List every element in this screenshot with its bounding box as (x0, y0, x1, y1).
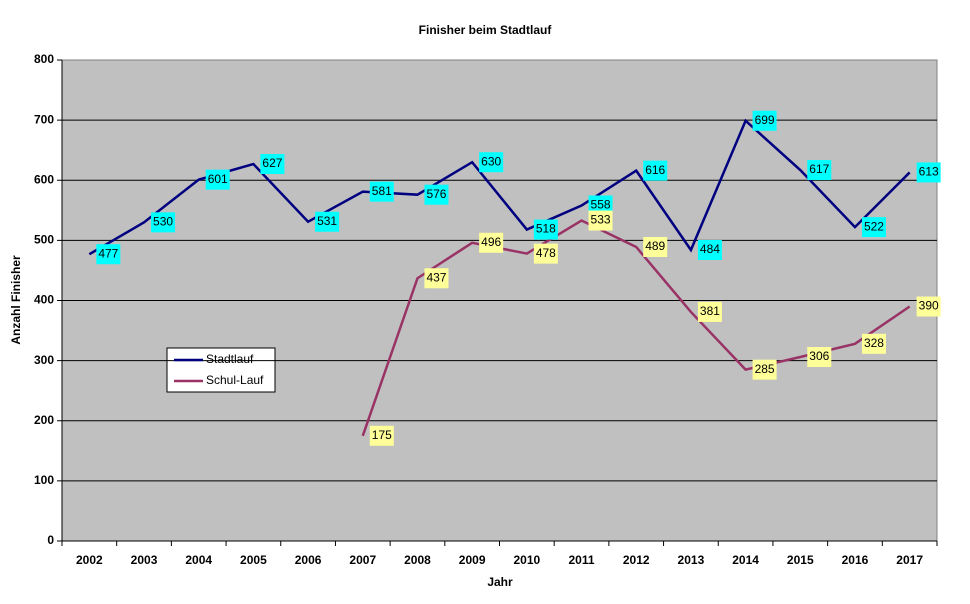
y-tick-label: 200 (34, 413, 54, 427)
data-label: 489 (645, 239, 665, 253)
x-tick-label: 2005 (240, 553, 267, 567)
y-tick-label: 500 (34, 233, 54, 247)
data-label-box (861, 333, 886, 354)
data-label: 175 (372, 428, 392, 442)
data-label-box (369, 425, 394, 446)
x-tick-label: 2010 (513, 553, 540, 567)
data-label-box (479, 232, 504, 253)
data-label-box (369, 181, 394, 202)
x-tick-label: 2012 (623, 553, 650, 567)
x-tick-label: 2008 (404, 553, 431, 567)
data-label-box (260, 154, 285, 175)
y-tick-label: 600 (34, 172, 54, 186)
data-label-box (96, 244, 121, 265)
data-label: 617 (809, 162, 829, 176)
y-tick-label: 100 (34, 473, 54, 487)
x-tick-label: 2002 (76, 553, 103, 567)
data-label: 306 (809, 349, 829, 363)
data-label-box (588, 210, 613, 231)
data-label: 576 (426, 187, 446, 201)
data-label: 601 (208, 172, 228, 186)
data-label: 581 (372, 184, 392, 198)
legend (166, 347, 276, 393)
x-tick-label: 2007 (349, 553, 376, 567)
data-label: 328 (864, 336, 884, 350)
x-tick-label: 2016 (842, 553, 869, 567)
x-tick-label: 2017 (896, 553, 923, 567)
data-label: 390 (919, 299, 939, 313)
data-label: 484 (700, 242, 720, 256)
data-label: 522 (864, 219, 884, 233)
data-label-box (424, 184, 449, 205)
data-label-box (916, 296, 941, 317)
data-label-box (861, 217, 886, 238)
data-label-box (807, 347, 832, 368)
data-label: 630 (481, 154, 501, 168)
data-label: 531 (317, 214, 337, 228)
data-label: 613 (919, 165, 939, 179)
data-label: 285 (755, 362, 775, 376)
y-tick-label: 800 (34, 52, 54, 66)
x-tick-label: 2015 (787, 553, 814, 567)
x-tick-label: 2013 (678, 553, 705, 567)
y-tick-label: 400 (34, 293, 54, 307)
data-label: 478 (536, 246, 556, 260)
data-label-box (752, 359, 777, 380)
data-label-box (533, 219, 558, 240)
data-label: 699 (755, 113, 775, 127)
x-tick-label: 2009 (459, 553, 486, 567)
legend-label: Schul-Lauf (206, 373, 264, 387)
data-label: 518 (536, 222, 556, 236)
data-label-box (151, 212, 176, 233)
data-label-box (807, 160, 832, 181)
x-tick-label: 2006 (295, 553, 322, 567)
y-tick-label: 700 (34, 112, 54, 126)
data-label-box (479, 152, 504, 173)
data-label-box (643, 160, 668, 181)
data-label-box (916, 162, 941, 183)
data-label-box (697, 239, 722, 260)
data-label-box (424, 268, 449, 289)
x-tick-label: 2011 (569, 553, 595, 567)
y-tick-label: 0 (47, 533, 54, 547)
data-label-box (588, 195, 613, 216)
data-label: 496 (481, 235, 501, 249)
data-label-box (205, 169, 230, 190)
data-label-box (643, 236, 668, 257)
x-tick-label: 2003 (131, 553, 158, 567)
data-label: 530 (153, 215, 173, 229)
y-axis-label: Anzahl Finisher (9, 255, 23, 345)
data-label-box (315, 211, 340, 232)
x-tick-label: 2014 (732, 553, 759, 567)
y-tick-label: 300 (34, 353, 54, 367)
data-label: 477 (98, 246, 118, 260)
legend-label: Stadtlauf (206, 352, 254, 366)
x-tick-label: 2004 (185, 553, 212, 567)
data-label: 558 (591, 198, 611, 212)
data-label: 437 (426, 270, 446, 284)
x-axis-label: Jahr (487, 575, 513, 589)
chart-title: Finisher beim Stadtlauf (419, 23, 553, 37)
data-label: 627 (262, 156, 282, 170)
data-label: 381 (700, 304, 720, 318)
data-label-box (533, 243, 558, 264)
data-label: 533 (591, 213, 611, 227)
data-label-box (752, 110, 777, 131)
data-label: 616 (645, 163, 665, 177)
data-label-box (697, 301, 722, 322)
